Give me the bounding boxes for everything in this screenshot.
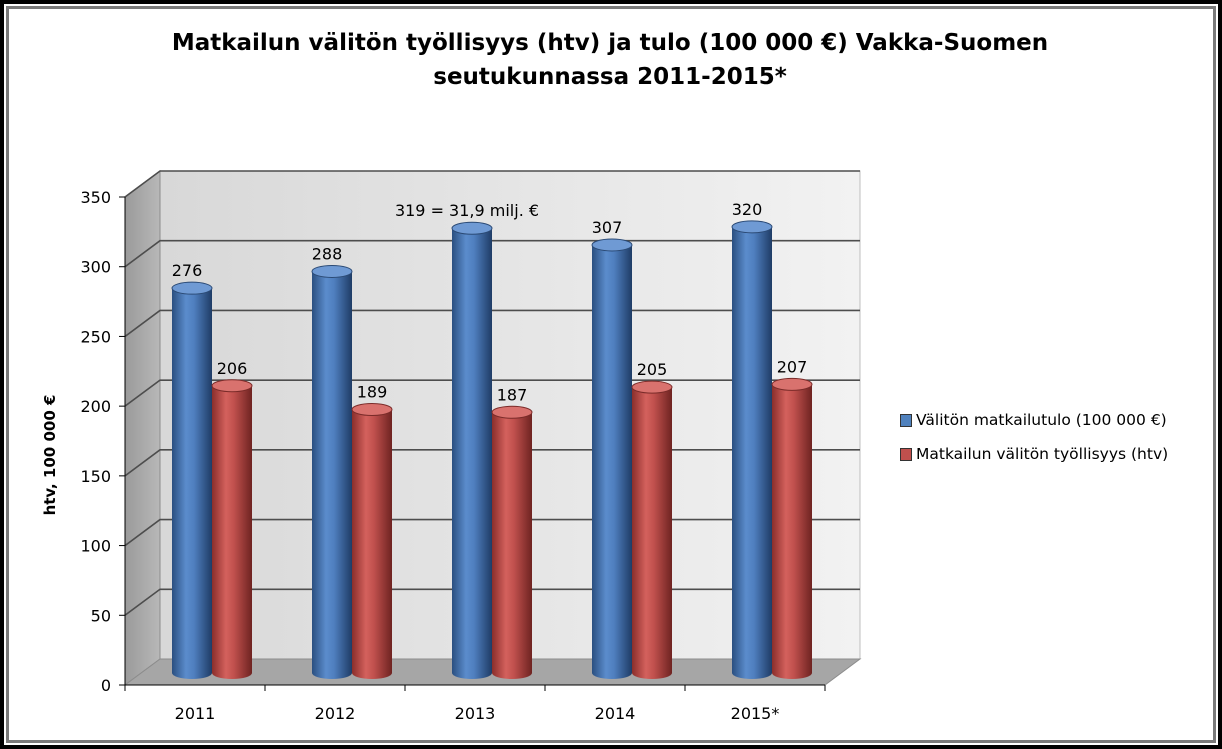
gridline <box>124 170 860 198</box>
y-tick-label: 300 <box>80 258 111 277</box>
bar-cap <box>731 220 773 234</box>
bar-tulo-2015 <box>731 220 773 679</box>
bar-base <box>732 667 772 679</box>
side-wall <box>124 170 161 686</box>
bar-body <box>212 385 252 673</box>
bar-tulo-2013 <box>451 221 493 679</box>
bar-base <box>632 667 672 679</box>
bar-cap <box>451 221 493 235</box>
bar-base <box>452 667 492 679</box>
data-label: 206 <box>217 359 248 378</box>
data-label: 276 <box>172 261 203 280</box>
chart-title-line-2: seutukunnassa 2011-2015* <box>433 64 787 90</box>
bar-cap <box>171 281 213 295</box>
legend-label-tulo: Välitön matkailutulo (100 000 €) <box>916 411 1167 429</box>
x-tick-label: 2011 <box>175 704 216 723</box>
legend-swatch-red <box>900 447 912 461</box>
data-label: 189 <box>357 382 388 401</box>
y-tick-label: 50 <box>91 606 111 625</box>
bar-tyollisyys-2011 <box>211 379 253 679</box>
bar-body <box>772 384 812 673</box>
x-tick-label: 2012 <box>315 704 356 723</box>
x-tick-label: 2014 <box>595 704 636 723</box>
bar-tyollisyys-2014 <box>631 380 673 679</box>
bar-cap <box>631 380 673 394</box>
x-tick-label: 2013 <box>455 704 496 723</box>
y-tick-label: 200 <box>80 397 111 416</box>
bar-cap <box>491 405 533 419</box>
legend-label-tyollisyys: Matkailun välitön työllisyys (htv) <box>916 445 1169 463</box>
y-tick-label: 250 <box>80 327 111 346</box>
bar-cap <box>771 377 813 391</box>
bar-cap <box>591 238 633 252</box>
x-tick-label: 2015* <box>731 704 780 723</box>
bar-base <box>352 667 392 679</box>
bar-base <box>492 667 532 679</box>
bar-body <box>492 412 532 673</box>
data-label: 320 <box>732 200 763 219</box>
chart-frame-shadow <box>6 6 1216 743</box>
bar-cap <box>351 402 393 416</box>
legend-item-tyollisyys: Matkailun välitön työllisyys (htv) <box>900 444 1168 464</box>
bar-body <box>592 244 632 673</box>
bar-body <box>172 288 212 673</box>
bar-base <box>772 667 812 679</box>
legend-item-tulo: Välitön matkailutulo (100 000 €) <box>900 410 1168 430</box>
bar-body <box>352 409 392 673</box>
bar-tyollisyys-2015 <box>771 377 813 679</box>
chart-title: Matkailun välitön työllisyys (htv) ja tu… <box>120 26 1100 94</box>
bar-tyollisyys-2013 <box>491 405 533 679</box>
data-label: 187 <box>497 385 528 404</box>
y-tick-label: 100 <box>80 537 111 556</box>
y-tick-label: 150 <box>80 467 111 486</box>
bar-tulo-2011 <box>171 281 213 679</box>
bar-body <box>732 226 772 674</box>
bar-body <box>312 271 352 673</box>
bar-cap <box>211 379 253 393</box>
bar-base <box>312 667 352 679</box>
bar-base <box>212 667 252 679</box>
data-label: 307 <box>592 218 623 237</box>
bar-body <box>452 228 492 674</box>
data-label: 207 <box>777 357 808 376</box>
bar-body <box>632 387 672 673</box>
y-tick-label: 350 <box>80 188 111 207</box>
chart-title-line-1: Matkailun välitön työllisyys (htv) ja tu… <box>171 30 1049 56</box>
data-label: 288 <box>312 244 343 263</box>
data-label: 205 <box>637 360 668 379</box>
bar-tulo-2014 <box>591 238 633 679</box>
bar-tulo-2012 <box>311 264 353 679</box>
legend: Välitön matkailutulo (100 000 €) Matkail… <box>900 410 1168 478</box>
legend-swatch-blue <box>900 413 912 427</box>
bar-cap <box>311 264 353 278</box>
bar-base <box>172 667 212 679</box>
y-tick-label: 0 <box>101 676 111 695</box>
bar-base <box>592 667 632 679</box>
bar-tyollisyys-2012 <box>351 402 393 679</box>
data-label: 319 = 31,9 milj. € <box>395 201 539 220</box>
